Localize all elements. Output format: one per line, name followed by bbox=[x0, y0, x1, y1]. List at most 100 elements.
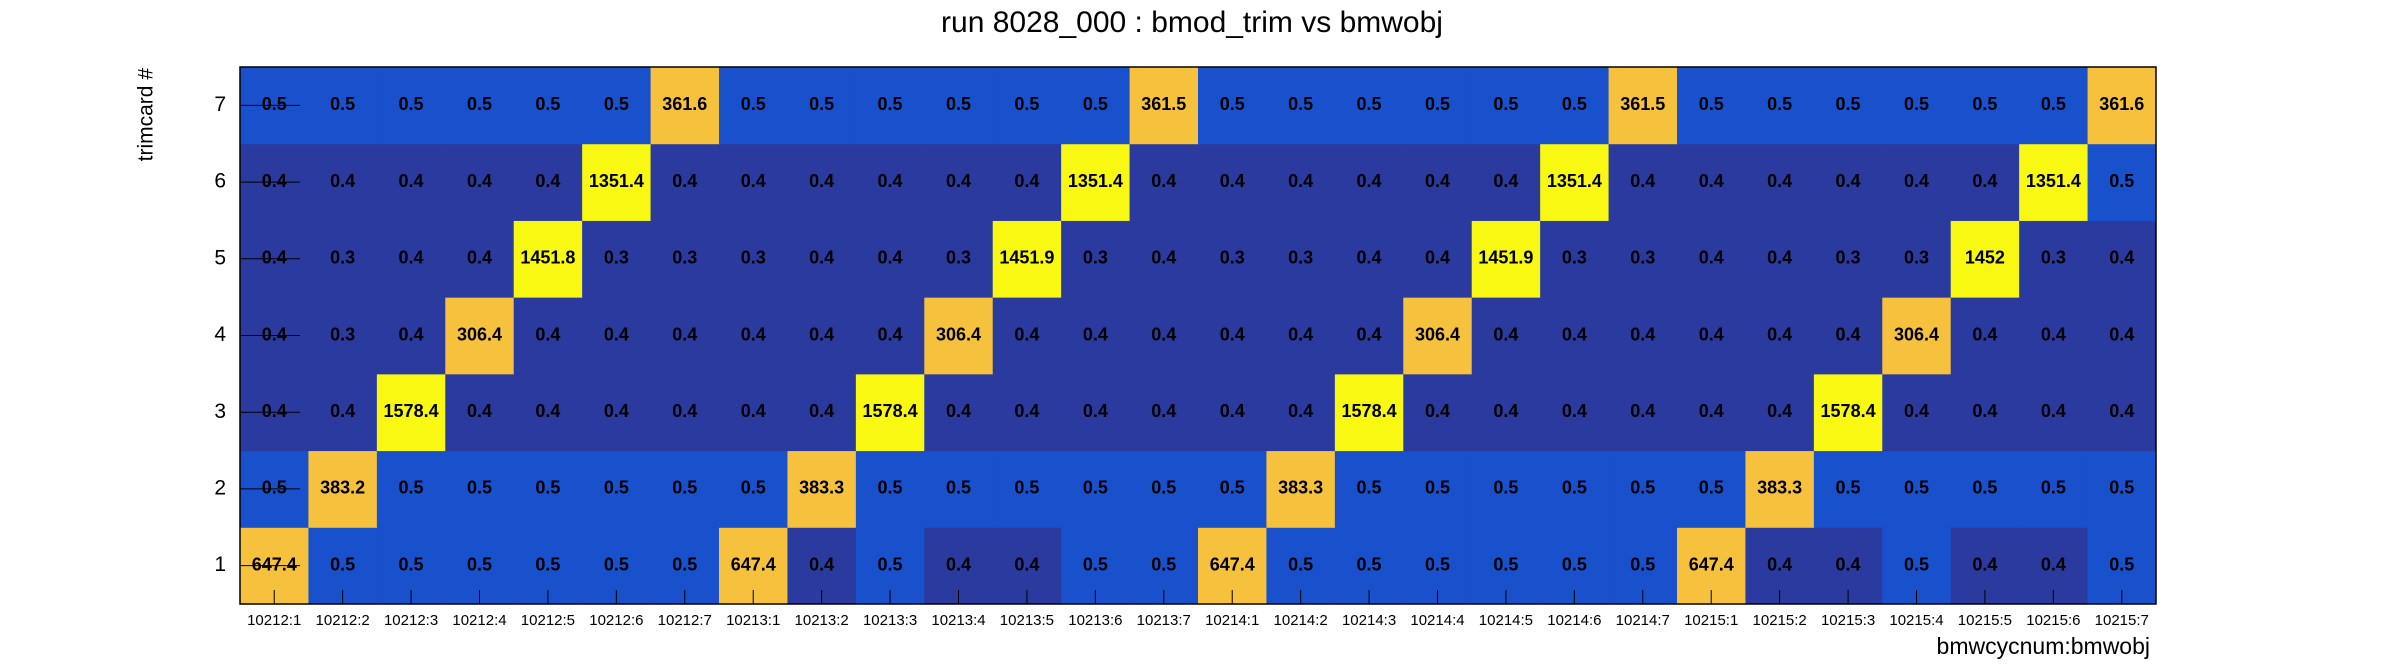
x-tick-label: 10213:5 bbox=[1000, 612, 1054, 629]
cell-label: 0.4 bbox=[1630, 401, 1655, 421]
heatmap-cell bbox=[308, 373, 378, 452]
cell-label: 0.4 bbox=[1357, 248, 1382, 268]
heatmap-cell bbox=[650, 143, 720, 221]
cell-label: 0.5 bbox=[399, 554, 424, 574]
heatmap-cell bbox=[1129, 220, 1199, 298]
cell-label: 0.4 bbox=[467, 171, 492, 191]
x-tick-label: 10212:6 bbox=[589, 612, 643, 629]
heatmap-cell bbox=[1403, 450, 1473, 528]
cell-label: 0.4 bbox=[1767, 324, 1792, 344]
cell-label: 0.5 bbox=[604, 478, 629, 498]
cell-label: 0.5 bbox=[2041, 478, 2066, 498]
heatmap-cell bbox=[719, 373, 788, 452]
cell-label: 0.5 bbox=[399, 94, 424, 114]
heatmap-cell bbox=[787, 143, 857, 221]
cell-label: 0.3 bbox=[604, 248, 629, 268]
x-tick-label: 10212:1 bbox=[247, 612, 301, 629]
cell-label: 0.5 bbox=[1904, 478, 1929, 498]
heatmap-cell bbox=[445, 373, 515, 452]
heatmap-cell bbox=[1950, 143, 2020, 221]
cell-label: 0.4 bbox=[399, 171, 424, 191]
heatmap-cell bbox=[1129, 373, 1199, 452]
cell-label: 0.4 bbox=[1151, 324, 1176, 344]
x-tick-label: 10213:4 bbox=[931, 612, 985, 629]
x-tick-label: 10215:3 bbox=[1821, 612, 1875, 629]
heatmap-cell bbox=[1471, 450, 1541, 528]
cell-label: 0.4 bbox=[1972, 171, 1997, 191]
cell-label: 0.4 bbox=[399, 324, 424, 344]
x-tick-label: 10213:6 bbox=[1068, 612, 1122, 629]
cell-label: 0.4 bbox=[741, 401, 766, 421]
cell-label: 0.4 bbox=[1220, 324, 1245, 344]
heatmap-cell bbox=[582, 220, 652, 298]
heatmap-cell bbox=[1950, 220, 2020, 298]
heatmap-cell bbox=[1677, 143, 1746, 221]
heatmap-cell bbox=[1608, 143, 1678, 221]
cell-label: 0.4 bbox=[262, 324, 287, 344]
heatmap-cell bbox=[1266, 143, 1336, 221]
cell-label: 0.4 bbox=[672, 401, 697, 421]
y-tick-label: 3 bbox=[214, 400, 226, 423]
heatmap-cell bbox=[992, 67, 1062, 145]
cell-label: 0.4 bbox=[1014, 554, 1039, 574]
y-tick-label: 7 bbox=[214, 93, 226, 116]
heatmap-cell bbox=[1813, 143, 1883, 221]
cell-label: 0.4 bbox=[1151, 248, 1176, 268]
heatmap-cell bbox=[2019, 297, 2089, 375]
x-tick-label: 10214:3 bbox=[1342, 612, 1396, 629]
heatmap-cell bbox=[787, 67, 857, 145]
cell-label: 0.3 bbox=[1562, 248, 1587, 268]
heatmap-cell bbox=[650, 450, 720, 528]
heatmap-cell bbox=[1540, 143, 1610, 221]
heatmap-cell bbox=[308, 450, 378, 528]
x-tick-label: 10212:2 bbox=[316, 612, 370, 629]
cell-label: 0.3 bbox=[672, 248, 697, 268]
cell-label: 0.5 bbox=[1357, 478, 1382, 498]
cell-label: 0.4 bbox=[1562, 401, 1587, 421]
heatmap-cell bbox=[855, 220, 925, 298]
heatmap-cell bbox=[1334, 450, 1404, 528]
cell-label: 0.5 bbox=[1836, 478, 1861, 498]
cell-label: 0.4 bbox=[2109, 324, 2134, 344]
cell-label: 1578.4 bbox=[384, 401, 439, 421]
cell-label: 0.4 bbox=[604, 324, 629, 344]
cell-label: 1452 bbox=[1965, 248, 2005, 268]
cell-label: 0.4 bbox=[1014, 171, 1039, 191]
cell-label: 0.3 bbox=[1904, 248, 1929, 268]
cell-label: 0.5 bbox=[1425, 478, 1450, 498]
cell-label: 0.4 bbox=[1493, 324, 1518, 344]
cell-label: 1351.4 bbox=[2026, 171, 2081, 191]
cell-label: 1578.4 bbox=[863, 401, 918, 421]
heatmap-cell bbox=[1745, 297, 1815, 375]
heatmap-cell bbox=[2087, 373, 2157, 452]
heatmap-cell bbox=[1334, 67, 1404, 145]
heatmap-cell bbox=[1266, 373, 1336, 452]
heatmap-cell bbox=[855, 373, 925, 452]
cell-label: 0.5 bbox=[2109, 171, 2134, 191]
cell-label: 0.5 bbox=[262, 94, 287, 114]
cell-label: 647.4 bbox=[1689, 554, 1734, 574]
heatmap-cell bbox=[2019, 220, 2089, 298]
cell-label: 0.5 bbox=[604, 94, 629, 114]
cell-label: 0.4 bbox=[1904, 401, 1929, 421]
heatmap-cell bbox=[2087, 450, 2157, 528]
cell-label: 0.4 bbox=[809, 401, 834, 421]
heatmap-cell bbox=[1061, 220, 1131, 298]
cell-label: 0.4 bbox=[1083, 324, 1108, 344]
cell-label: 0.5 bbox=[672, 554, 697, 574]
heatmap-cell bbox=[1471, 143, 1541, 221]
x-tick-label: 10212:7 bbox=[658, 612, 712, 629]
cell-label: 0.4 bbox=[809, 171, 834, 191]
x-tick-label: 10213:3 bbox=[863, 612, 917, 629]
cell-label: 0.4 bbox=[1151, 401, 1176, 421]
cell-label: 0.5 bbox=[1357, 554, 1382, 574]
cell-label: 0.4 bbox=[878, 248, 903, 268]
heatmap-cell bbox=[1608, 297, 1678, 375]
heatmap-cell bbox=[376, 297, 446, 375]
cell-label: 0.4 bbox=[399, 248, 424, 268]
cell-label: 1578.4 bbox=[1821, 401, 1876, 421]
heatmap-cell bbox=[513, 143, 583, 221]
cell-label: 0.4 bbox=[2041, 554, 2066, 574]
heatmap-cell bbox=[1745, 67, 1815, 145]
heatmap-cell bbox=[1882, 220, 1952, 298]
